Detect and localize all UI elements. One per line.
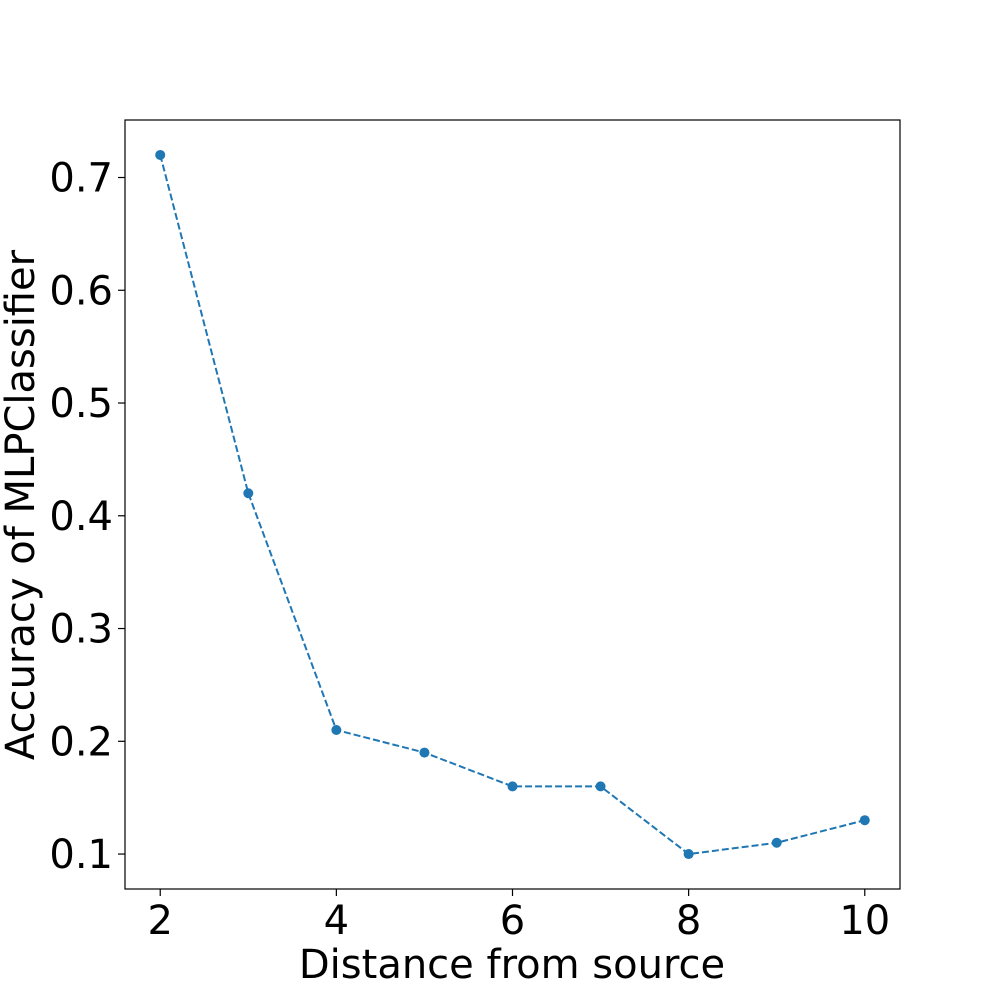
- series-line: [159, 154, 866, 856]
- data-point: [683, 849, 694, 860]
- data-point: [331, 725, 342, 736]
- y-tick-label: 0.1: [49, 832, 113, 878]
- data-point: [243, 488, 254, 499]
- x-tick-label: 10: [839, 898, 890, 944]
- y-tick-label: 0.4: [49, 494, 113, 540]
- x-tick-label: 4: [324, 898, 349, 944]
- y-tick-label: 0.7: [49, 156, 113, 202]
- ticks-layer: 2 4 6 8 10 0.1 0.2 0.3 0.4 0.5 0.6 0.7: [49, 156, 890, 944]
- data-point: [771, 837, 782, 848]
- plot-frame: [124, 119, 901, 890]
- x-tick-label: 8: [676, 898, 701, 944]
- y-tick-label: 0.2: [49, 719, 113, 765]
- x-axis-label: Distance from source: [299, 942, 725, 988]
- y-tick-label: 0.6: [49, 268, 113, 314]
- data-point: [419, 747, 430, 758]
- y-tick-label: 0.5: [49, 381, 113, 427]
- data-point: [507, 781, 518, 792]
- y-axis-label: Accuracy of MLPClassifier: [0, 249, 44, 760]
- x-tick-label: 2: [148, 898, 173, 944]
- data-point: [595, 781, 606, 792]
- x-tick-label: 6: [500, 898, 525, 944]
- y-tick-label: 0.3: [49, 607, 113, 653]
- data-point: [859, 815, 870, 826]
- data-point: [155, 149, 166, 160]
- series-layer: [155, 149, 870, 860]
